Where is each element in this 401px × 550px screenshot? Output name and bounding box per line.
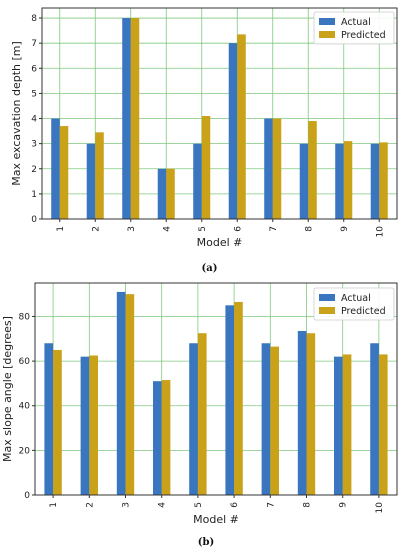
x-tick-label: 2 bbox=[91, 226, 101, 232]
x-tick-label: 10 bbox=[375, 226, 385, 238]
panel-label: (b) bbox=[198, 537, 214, 548]
bar-predicted-10 bbox=[378, 354, 388, 495]
x-tick-label: 8 bbox=[303, 502, 313, 508]
bar-actual-3 bbox=[122, 18, 131, 219]
x-tick-label: 4 bbox=[158, 502, 168, 508]
x-tick-label: 3 bbox=[127, 226, 137, 232]
y-tick-label: 60 bbox=[19, 357, 31, 367]
bar-predicted-3 bbox=[130, 18, 140, 219]
bar-predicted-7 bbox=[270, 346, 279, 495]
y-tick-label: 8 bbox=[31, 14, 37, 24]
bar-predicted-4 bbox=[166, 168, 175, 219]
y-tick-label: 7 bbox=[31, 39, 37, 49]
bar-predicted-8 bbox=[308, 121, 317, 219]
bar-predicted-7 bbox=[272, 118, 282, 219]
bar-predicted-4 bbox=[161, 380, 171, 495]
bar-actual-6 bbox=[225, 305, 235, 495]
bar-predicted-9 bbox=[342, 354, 352, 495]
x-axis-label: Model # bbox=[193, 513, 239, 526]
x-tick-label: 2 bbox=[85, 502, 95, 508]
bar-actual-4 bbox=[157, 168, 167, 219]
x-tick-label: 5 bbox=[198, 226, 208, 232]
plot-frame bbox=[41, 7, 398, 220]
y-tick-label: 80 bbox=[19, 312, 31, 322]
legend: Actual Predicted bbox=[313, 287, 395, 321]
plot-frame bbox=[34, 282, 398, 496]
bar-actual-10 bbox=[370, 143, 380, 219]
legend-label-actual: Actual bbox=[341, 17, 371, 28]
x-tick-label: 8 bbox=[304, 226, 314, 232]
bar-actual-3 bbox=[116, 291, 126, 495]
bar-actual-8 bbox=[299, 143, 309, 219]
y-tick-label: 4 bbox=[31, 115, 37, 125]
x-axis-label: Model # bbox=[197, 236, 243, 249]
legend-label-predicted: Predicted bbox=[341, 306, 386, 317]
bar-predicted-9 bbox=[343, 141, 353, 219]
chart-panel-2: 0 20 40 60 80 1 2 3 4 5 6 7 8 9 10 Model # Max slope ang… bbox=[1, 282, 398, 548]
bar-actual-5 bbox=[189, 343, 198, 495]
x-tick-label: 4 bbox=[162, 226, 172, 232]
y-tick-label: 6 bbox=[31, 64, 37, 74]
y-tick-label: 20 bbox=[19, 446, 31, 456]
bar-predicted-6 bbox=[237, 34, 246, 219]
x-tick-label: 1 bbox=[49, 502, 59, 508]
x-tick-label: 7 bbox=[269, 226, 279, 232]
x-tick-label: 7 bbox=[266, 502, 276, 508]
legend-label-actual: Actual bbox=[341, 293, 371, 304]
bar-predicted-2 bbox=[89, 355, 98, 495]
bar-actual-7 bbox=[261, 343, 271, 495]
x-tick-label: 6 bbox=[230, 502, 240, 508]
bar-actual-1 bbox=[51, 118, 60, 219]
y-tick-label: 3 bbox=[31, 140, 37, 150]
bar-predicted-5 bbox=[201, 116, 211, 219]
legend: Actual Predicted bbox=[313, 11, 395, 45]
y-tick-label: 40 bbox=[19, 402, 31, 412]
x-tick-label: 1 bbox=[56, 226, 66, 232]
bar-actual-7 bbox=[264, 118, 273, 219]
y-tick-label: 0 bbox=[31, 215, 37, 225]
bar-actual-4 bbox=[153, 381, 162, 495]
y-axis-label: Max excavation depth [m] bbox=[10, 41, 23, 186]
y-tick-label: 5 bbox=[31, 89, 37, 99]
bar-actual-2 bbox=[80, 356, 90, 495]
y-tick-label: 2 bbox=[31, 165, 37, 175]
x-tick-label: 10 bbox=[375, 502, 385, 514]
x-tick-label: 5 bbox=[194, 502, 204, 508]
bar-actual-8 bbox=[297, 330, 307, 495]
bar-actual-10 bbox=[370, 343, 379, 495]
panel-label: (a) bbox=[202, 263, 218, 274]
x-tick-label: 9 bbox=[339, 502, 349, 508]
bar-predicted-2 bbox=[95, 132, 104, 219]
bar-actual-2 bbox=[86, 143, 96, 219]
bar-actual-1 bbox=[44, 343, 54, 495]
bar-predicted-8 bbox=[306, 333, 316, 495]
bar-predicted-3 bbox=[125, 294, 135, 495]
bar-predicted-10 bbox=[379, 142, 388, 219]
y-tick-label: 0 bbox=[24, 491, 30, 501]
bar-actual-9 bbox=[335, 143, 344, 219]
bar-predicted-6 bbox=[234, 301, 243, 495]
bar-predicted-5 bbox=[197, 333, 207, 495]
legend-label-predicted: Predicted bbox=[341, 30, 386, 41]
legend-swatch-predicted bbox=[319, 307, 335, 314]
y-tick-label: 1 bbox=[31, 190, 37, 200]
x-tick-label: 9 bbox=[340, 226, 350, 232]
bar-actual-6 bbox=[228, 43, 238, 219]
x-tick-label: 3 bbox=[122, 502, 132, 508]
legend-swatch-predicted bbox=[319, 31, 335, 38]
bar-predicted-1 bbox=[59, 126, 69, 219]
y-axis-label: Max slope angle [degrees] bbox=[1, 316, 14, 462]
bar-actual-5 bbox=[193, 143, 202, 219]
bar-actual-9 bbox=[334, 356, 343, 495]
x-tick-label: 6 bbox=[233, 226, 243, 232]
chart-panel-1: 0 1 2 3 4 5 6 7 8 1 2 3 4 5 6 7 8 9 10 Model # Max excavatio… bbox=[10, 7, 398, 274]
legend-swatch-actual bbox=[319, 18, 335, 25]
legend-swatch-actual bbox=[319, 294, 335, 301]
bar-predicted-1 bbox=[53, 349, 62, 495]
